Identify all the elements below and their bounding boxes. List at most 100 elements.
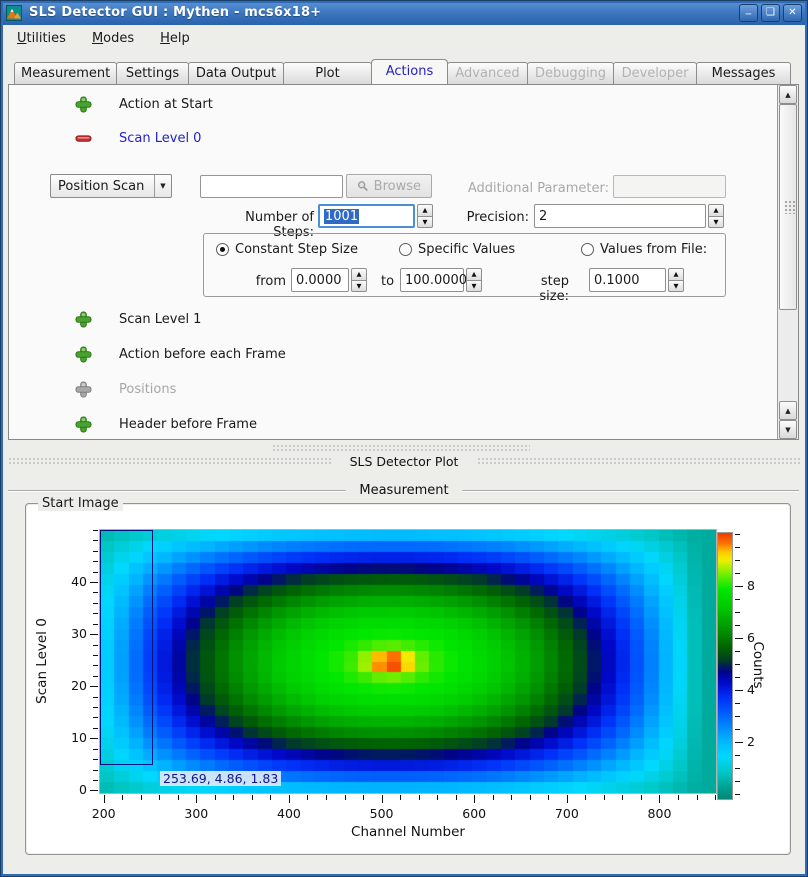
scroll-thumb[interactable]: [779, 104, 797, 310]
precision-spinbox[interactable]: 2: [534, 204, 724, 228]
scan-level-1-row[interactable]: Scan Level 1: [75, 311, 201, 328]
y-tick: [93, 623, 98, 625]
scroll-up-button-2[interactable]: [779, 401, 797, 420]
y-tick: [93, 602, 98, 604]
spin-up-button[interactable]: [351, 268, 367, 281]
tab-plot[interactable]: Plot: [283, 62, 372, 84]
plot-tooltip: 253.69, 4.86, 1.83: [160, 771, 282, 786]
maximize-button[interactable]: [761, 3, 780, 22]
scroll-down-button[interactable]: [779, 420, 797, 439]
scan-script-input[interactable]: [200, 175, 343, 198]
colorbar-tick: [735, 690, 743, 691]
add-icon: [75, 96, 92, 113]
x-tick: [288, 795, 290, 803]
spin-down-button[interactable]: [668, 279, 684, 292]
scan-level-1-label: Scan Level 1: [119, 312, 202, 327]
header-before-frame-row[interactable]: Header before Frame: [75, 416, 257, 433]
x-tick-label: 300: [184, 806, 209, 821]
radio-constant-step-size[interactable]: [216, 243, 229, 256]
y-tick: [93, 644, 98, 646]
spin-up-button[interactable]: [708, 204, 724, 217]
splitter-handle[interactable]: [272, 444, 530, 452]
to-spinbox[interactable]: 100.0000: [400, 268, 482, 292]
scroll-up-button[interactable]: [779, 85, 797, 104]
browse-button[interactable]: Browse: [346, 174, 432, 198]
step-size-spinbox[interactable]: 0.1000: [589, 268, 684, 292]
y-tick-label: 30: [71, 626, 87, 642]
menu-utilities[interactable]: Utilities: [17, 31, 66, 46]
menu-modes[interactable]: Modes: [91, 31, 135, 46]
app-icon: [6, 4, 22, 21]
y-tick-label: 20: [71, 678, 87, 694]
action-at-start-row[interactable]: Action at Start: [75, 96, 213, 113]
tab-debugging[interactable]: Debugging: [527, 62, 614, 84]
colorbar-tick: [735, 599, 740, 601]
from-spinbox[interactable]: 0.0000: [291, 268, 367, 292]
spin-down-button[interactable]: [708, 215, 724, 228]
tab-developer[interactable]: Developer: [613, 62, 697, 84]
step-size-label: step size:: [539, 274, 569, 304]
x-tick: [122, 795, 124, 800]
y-tick: [90, 634, 98, 636]
positions-row[interactable]: Positions: [75, 381, 176, 398]
vertical-scrollbar[interactable]: [777, 85, 798, 439]
window-title: SLS Detector GUI : Mythen - mcs6x18+: [29, 5, 322, 20]
tab-messages[interactable]: Messages: [696, 62, 791, 84]
selected-text: 1001: [324, 208, 360, 224]
radio-values-from-file[interactable]: [581, 243, 594, 256]
title-bar[interactable]: SLS Detector GUI : Mythen - mcs6x18+: [0, 0, 808, 25]
precision-field[interactable]: 2: [534, 204, 706, 228]
browse-button-label: Browse: [373, 178, 421, 194]
tab-data-output[interactable]: Data Output: [188, 62, 284, 84]
heatmap-canvas[interactable]: [100, 530, 716, 793]
to-label: to: [381, 274, 395, 289]
x-tick-label: 400: [277, 806, 301, 821]
x-tick-label: 500: [369, 806, 394, 821]
scan-mode-value: Position Scan: [58, 178, 145, 194]
colorbar-tick-label: 8: [747, 578, 755, 594]
colorbar-tick: [735, 728, 740, 730]
x-axis-label: Channel Number: [351, 824, 465, 840]
x-tick-label: 600: [462, 806, 487, 821]
menu-help[interactable]: Help: [160, 31, 190, 46]
measurement-line-left: [8, 490, 346, 492]
y-axis-label: Scan Level 0: [34, 618, 50, 704]
colorbar-tick: [735, 677, 740, 679]
spin-down-button[interactable]: [417, 215, 433, 228]
add-icon: [75, 416, 92, 433]
number-of-steps-spinbox[interactable]: 1001: [318, 204, 433, 228]
x-tick: [103, 795, 105, 803]
scan-level-0-row[interactable]: Scan Level 0: [75, 130, 201, 147]
colorbar-tick: [735, 664, 740, 666]
tab-settings[interactable]: Settings: [116, 62, 189, 84]
x-tick: [474, 795, 476, 803]
x-tick-label: 700: [554, 806, 579, 821]
close-button[interactable]: [783, 3, 802, 22]
tab-advanced[interactable]: Advanced: [447, 62, 528, 84]
x-tick: [640, 795, 642, 800]
scan-mode-select[interactable]: Position Scan: [50, 174, 172, 198]
chevron-down-icon: [154, 175, 171, 197]
spin-down-button[interactable]: [466, 279, 482, 292]
values-from-file-label: Values from File:: [600, 242, 708, 257]
additional-parameter-input[interactable]: [613, 175, 726, 198]
colorbar-tick: [735, 767, 740, 769]
spin-up-button[interactable]: [668, 268, 684, 281]
dock-texture-left: [8, 457, 332, 465]
action-before-frame-row[interactable]: Action before each Frame: [75, 346, 286, 363]
number-of-steps-field[interactable]: 1001: [318, 204, 415, 228]
y-tick-label: 10: [71, 730, 87, 746]
y-tick: [90, 738, 98, 740]
heatmap-frame: [99, 529, 717, 794]
spin-up-button[interactable]: [417, 204, 433, 217]
spin-down-button[interactable]: [351, 279, 367, 292]
x-tick: [622, 795, 624, 800]
measurement-line-right: [462, 490, 799, 492]
radio-specific-values[interactable]: [399, 243, 412, 256]
from-label: from: [255, 274, 286, 289]
minimize-button[interactable]: [739, 3, 758, 22]
tab-actions[interactable]: Actions: [371, 59, 448, 84]
colorbar-tick-label: 4: [747, 682, 755, 697]
tab-measurement[interactable]: Measurement: [14, 62, 117, 84]
spin-up-button[interactable]: [466, 268, 482, 281]
